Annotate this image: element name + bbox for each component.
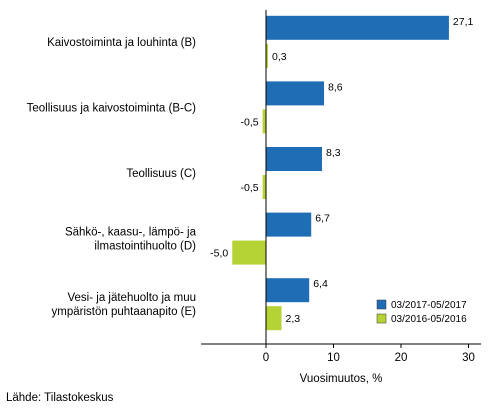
data-label: 0,3 — [272, 51, 287, 63]
bar — [266, 81, 325, 106]
category-label-line: ympäristön puhtaanapito (E) — [52, 306, 197, 318]
category-label: Vesi- ja jätehuolto ja muu ympäristön puh… — [52, 292, 197, 318]
bar — [266, 306, 282, 331]
bar — [232, 240, 266, 265]
category-label-line: Teollisuus (C) — [126, 168, 196, 180]
data-label: -0,5 — [241, 116, 259, 128]
x-tick-label: 30 — [462, 352, 475, 364]
x-tick-label: 10 — [327, 352, 340, 364]
legend-swatch — [376, 313, 387, 324]
x-tick-label: 20 — [395, 352, 408, 364]
data-label: 6,7 — [315, 213, 330, 225]
bar — [262, 109, 266, 134]
legend-label: 03/2016-05/2016 — [391, 314, 467, 325]
bar — [266, 278, 310, 303]
category-label: Teollisuus (C) — [126, 168, 196, 180]
x-tick-label: 0 — [263, 352, 269, 364]
data-label: 8,6 — [328, 81, 343, 93]
category-label: Kaivostoiminta ja louhinta (B) — [47, 37, 196, 49]
category-label: Sähkö-, kaasu-, lämpö- ja ilmastointihuol… — [65, 227, 197, 253]
category-label-line: Kaivostoiminta ja louhinta (B) — [47, 37, 196, 49]
legend-label: 03/2017-05/2017 — [391, 300, 467, 311]
source-note: Lähde: Tilastokeskus — [6, 392, 114, 404]
legend-swatch — [376, 299, 387, 310]
data-label: -0,5 — [241, 182, 259, 194]
category-label-line: Sähkö-, kaasu-, lämpö- ja — [65, 227, 197, 239]
bar — [262, 175, 266, 199]
bar — [266, 147, 323, 171]
bar — [266, 212, 312, 237]
bar — [266, 43, 269, 68]
data-label: 2,3 — [286, 313, 301, 325]
category-label: Teollisuus ja kaivostoiminta (B-C) — [27, 102, 197, 114]
bar — [266, 15, 449, 40]
x-axis-title: Vuosimuutos, % — [300, 373, 383, 385]
category-label-line: ilmastointihuolto (D) — [94, 241, 196, 253]
legend: 03/2017-05/2017 03/2016-05/2016 — [376, 299, 467, 325]
category-label-line: Vesi- ja jätehuolto ja muu — [68, 292, 197, 304]
data-label: 8,3 — [326, 147, 341, 159]
data-label: -5,0 — [210, 248, 228, 260]
data-label: 6,4 — [313, 278, 328, 290]
category-label-line: Teollisuus ja kaivostoiminta (B-C) — [27, 102, 197, 114]
data-label: 27,1 — [453, 16, 474, 28]
